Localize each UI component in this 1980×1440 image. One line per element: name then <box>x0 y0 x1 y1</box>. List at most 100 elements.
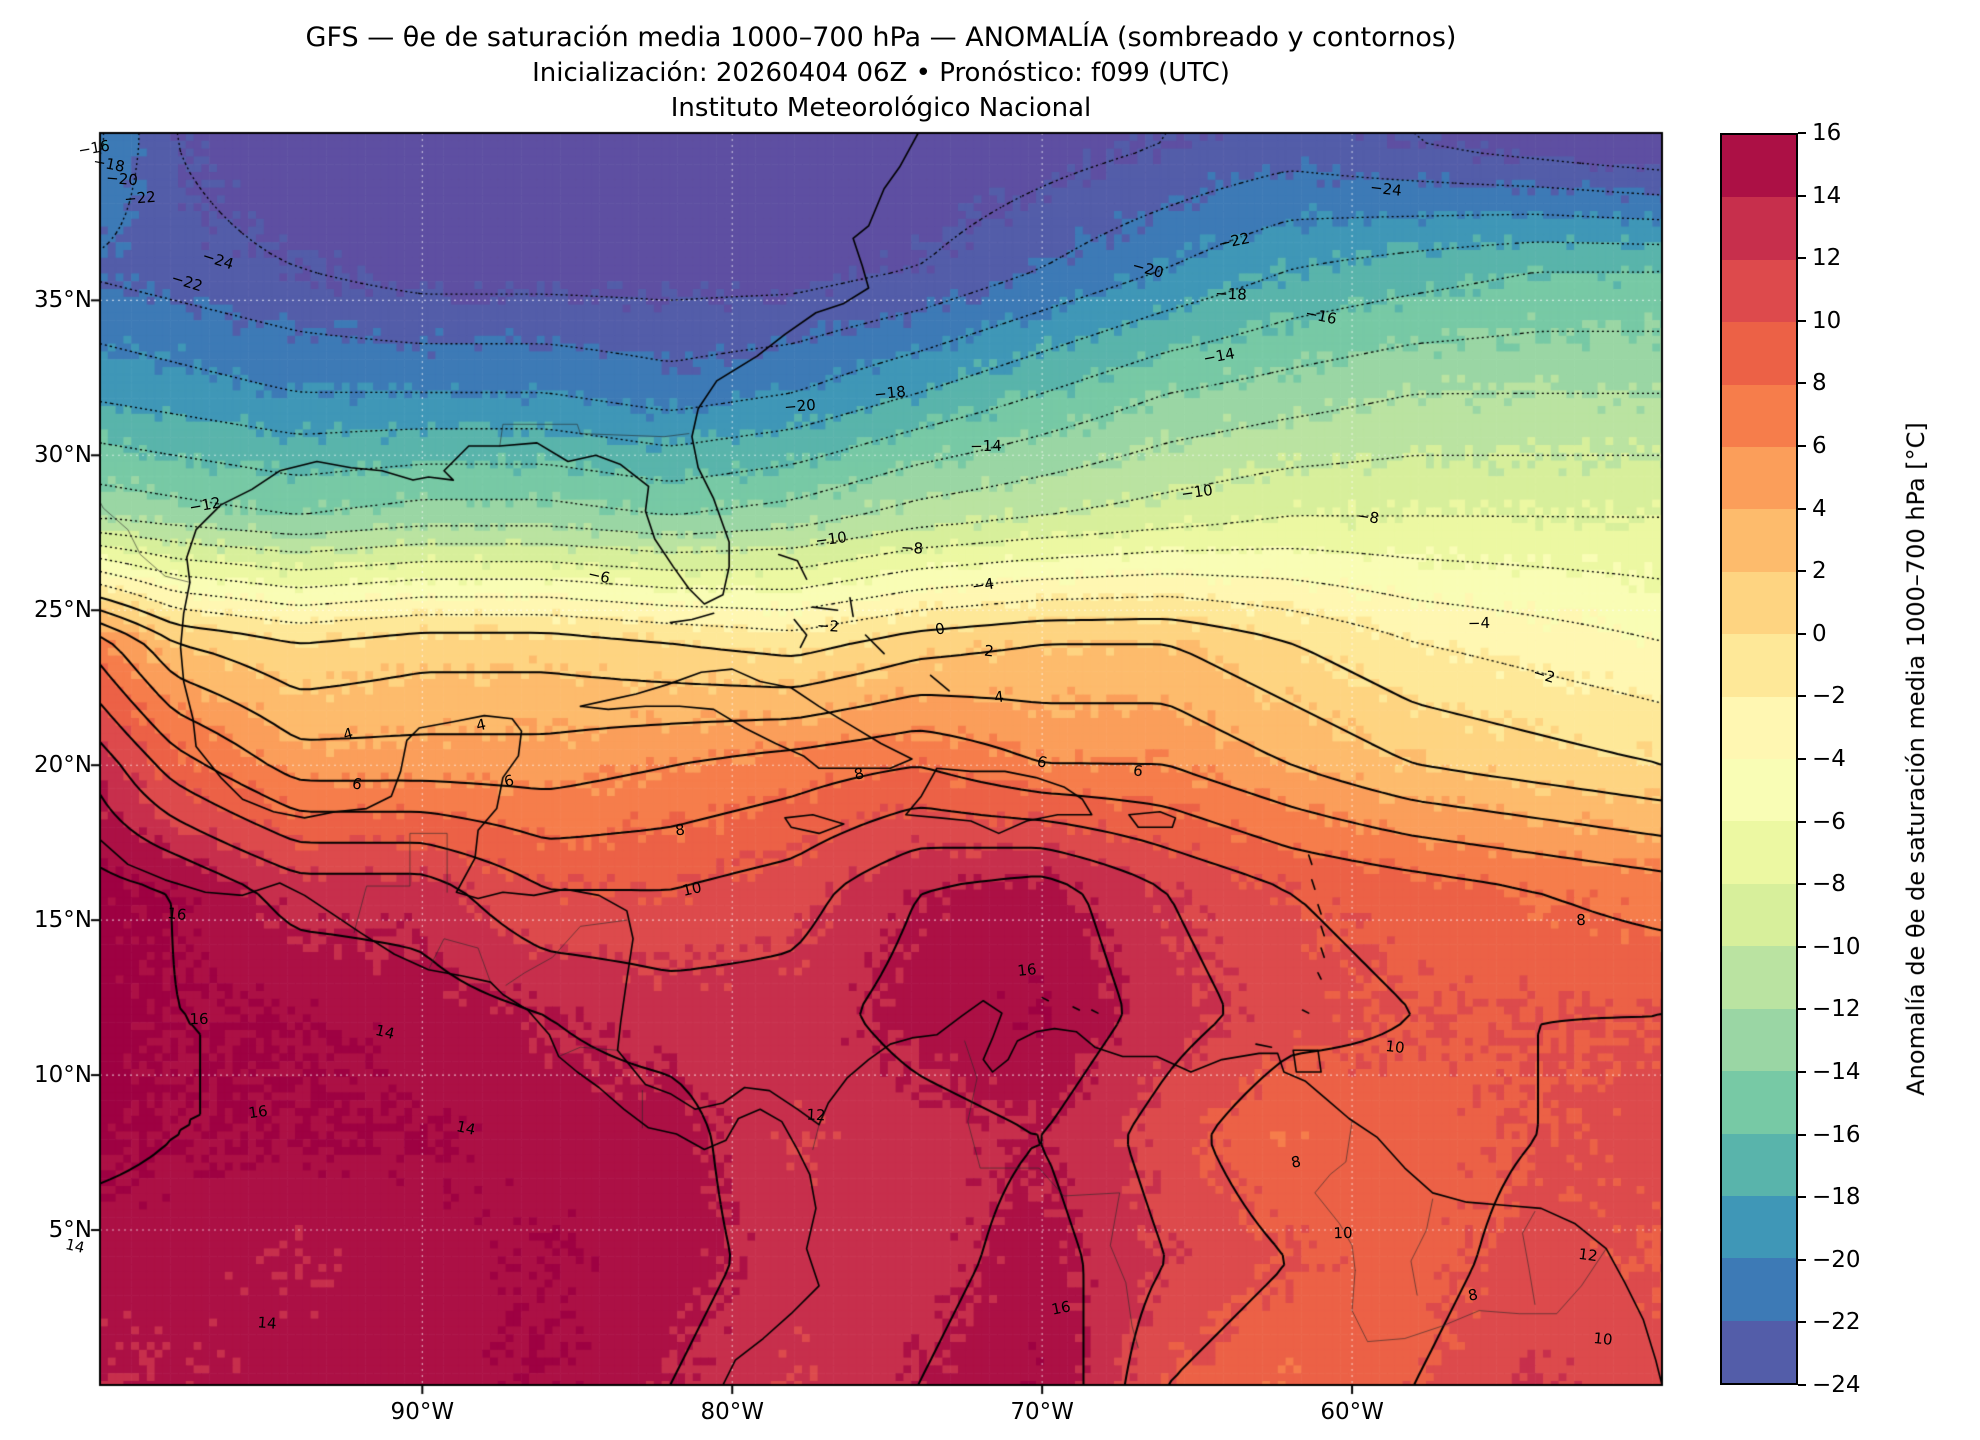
contour-label: 12 <box>1576 1244 1599 1265</box>
colorbar-tick-mark <box>1798 132 1806 134</box>
colorbar-tick-mark <box>1798 883 1806 886</box>
colorbar-tick-label: 14 <box>1812 182 1842 209</box>
contour-label: −20 <box>783 395 817 416</box>
colorbar-tick-label: −12 <box>1812 996 1861 1023</box>
colorbar-tick-mark <box>1798 194 1806 197</box>
y-tick-label: 20°N <box>34 752 92 779</box>
contour-label: −24 <box>1369 177 1403 200</box>
colorbar <box>1720 133 1798 1385</box>
colorbar-tick-mark <box>1798 695 1806 698</box>
chart-institution: Instituto Meteorológico Nacional <box>670 93 1092 123</box>
colorbar-tick-mark <box>1798 1384 1806 1386</box>
contour-label: 14 <box>454 1116 477 1139</box>
colorbar-tick-mark <box>1798 1071 1806 1073</box>
colorbar-segment <box>1722 883 1796 947</box>
colorbar-segment <box>1722 135 1796 198</box>
contour-label: 16 <box>166 903 189 925</box>
colorbar-segment <box>1722 259 1796 323</box>
colorbar-segment <box>1722 696 1796 760</box>
y-tick-label: 10°N <box>34 1062 92 1089</box>
colorbar-tick-mark <box>1798 1008 1806 1011</box>
colorbar-tick-mark <box>1798 382 1806 385</box>
colorbar-tick-label: −2 <box>1812 683 1846 710</box>
colorbar-tick-label: 4 <box>1812 495 1827 522</box>
contour-label: 16 <box>1049 1296 1072 1319</box>
contour-label: 14 <box>257 1313 278 1333</box>
x-tick-label: 80°W <box>700 1399 764 1425</box>
contour-label: 10 <box>1384 1037 1406 1058</box>
x-tick-label: 90°W <box>390 1399 455 1425</box>
colorbar-tick-mark <box>1798 1133 1806 1136</box>
colorbar-tick-label: 12 <box>1812 245 1842 272</box>
colorbar-segment <box>1722 1195 1796 1259</box>
x-tick-label: 60°W <box>1320 1399 1384 1425</box>
colorbar-tick-mark <box>1798 1196 1806 1199</box>
colorbar-segment <box>1722 946 1796 1009</box>
colorbar-tick-label: 0 <box>1812 620 1827 647</box>
y-tick-label: 35°N <box>34 287 92 314</box>
colorbar-tick-label: −4 <box>1812 746 1846 772</box>
y-tick-label: 30°N <box>34 442 92 469</box>
contour-label: 8 <box>1576 911 1587 930</box>
colorbar-segment <box>1722 322 1796 385</box>
colorbar-label: Anomalía de θe de saturación media 1000–… <box>1902 422 1930 1096</box>
colorbar-tick-mark <box>1798 945 1806 948</box>
colorbar-tick-mark <box>1798 820 1806 823</box>
chart-subtitle: Inicialización: 20260404 06Z • Pronóstic… <box>532 58 1230 88</box>
colorbar-tick-label: −10 <box>1812 933 1861 960</box>
colorbar-tick-label: −20 <box>1812 1246 1861 1273</box>
colorbar-tick-mark <box>1798 445 1806 447</box>
colorbar-segment <box>1722 509 1796 572</box>
contour-label: 8 <box>673 820 686 840</box>
colorbar-segment <box>1722 1008 1796 1072</box>
colorbar-segment <box>1722 1133 1796 1196</box>
colorbar-tick-label: −16 <box>1812 1121 1861 1148</box>
colorbar-tick-label: −8 <box>1812 871 1846 898</box>
contour-label: −18 <box>1214 284 1248 304</box>
colorbar-tick-label: −6 <box>1812 808 1846 835</box>
colorbar-segment <box>1722 759 1796 822</box>
colorbar-tick-label: −14 <box>1812 1059 1861 1085</box>
contour-label: 12 <box>805 1105 826 1125</box>
colorbar-segment <box>1722 634 1796 697</box>
contour-label: −8 <box>1355 506 1380 528</box>
contour-label: −14 <box>970 436 1003 456</box>
contour-label: −20 <box>105 169 139 190</box>
y-tick-label: 5°N <box>48 1217 92 1244</box>
colorbar-segment <box>1722 384 1796 448</box>
colorbar-tick-label: 8 <box>1812 370 1827 397</box>
colorbar-tick-mark <box>1798 632 1806 635</box>
colorbar-segment <box>1722 571 1796 635</box>
colorbar-tick-label: 10 <box>1812 307 1842 334</box>
colorbar-segment <box>1722 1320 1796 1384</box>
contour-label: 10 <box>1333 1223 1353 1243</box>
colorbar-tick-mark <box>1798 257 1806 260</box>
contour-label: −4 <box>1467 613 1491 632</box>
colorbar-tick-mark <box>1798 570 1806 573</box>
contour-label: 16 <box>189 1010 209 1029</box>
colorbar-segment <box>1722 821 1796 884</box>
contour-label: 16 <box>1016 959 1038 980</box>
y-tick-label: 15°N <box>34 907 92 934</box>
y-tick-label: 25°N <box>34 597 92 624</box>
contour-label: −8 <box>900 538 924 558</box>
colorbar-tick-label: 6 <box>1812 433 1827 459</box>
colorbar-segment <box>1722 447 1796 510</box>
contour-label: 10 <box>1592 1328 1614 1349</box>
colorbar-segment <box>1722 1258 1796 1321</box>
x-tick-label: 70°W <box>1010 1399 1074 1425</box>
colorbar-tick-mark <box>1798 1321 1806 1324</box>
chart-title: GFS — θe de saturación media 1000–700 hP… <box>305 22 1457 53</box>
colorbar-tick-label: −22 <box>1812 1309 1861 1336</box>
contour-label: 16 <box>247 1102 269 1123</box>
colorbar-tick-mark <box>1798 1258 1806 1261</box>
colorbar-tick-mark <box>1798 758 1806 760</box>
colorbar-segment <box>1722 197 1796 260</box>
colorbar-tick-mark <box>1798 319 1806 322</box>
contour-label: 4 <box>992 687 1005 707</box>
contour-label: −22 <box>123 187 157 209</box>
colorbar-tick-mark <box>1798 507 1806 510</box>
colorbar-tick-label: 2 <box>1812 558 1827 585</box>
